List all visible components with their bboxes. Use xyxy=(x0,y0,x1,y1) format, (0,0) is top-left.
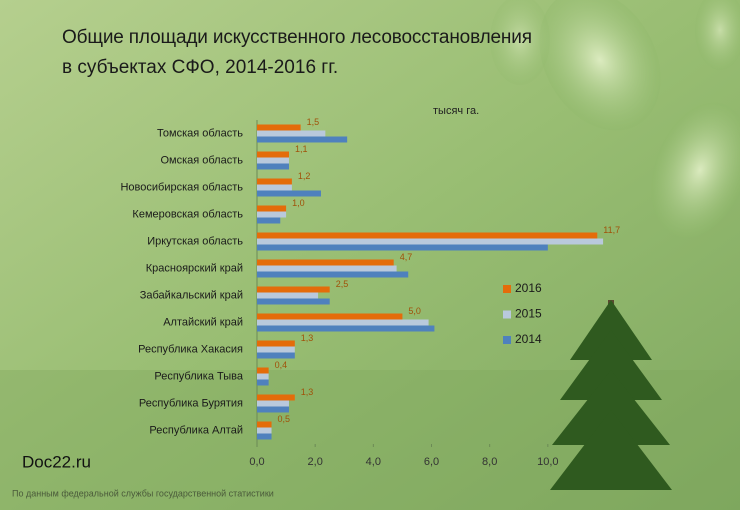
x-tick-label: 2,0 xyxy=(308,456,323,468)
y-tick-label: Новосибирская область xyxy=(120,181,243,193)
bar xyxy=(257,313,403,320)
bar xyxy=(257,232,598,239)
data-label: 11,7 xyxy=(603,225,620,235)
data-label: 1,3 xyxy=(301,333,314,343)
bar xyxy=(257,292,319,299)
bar xyxy=(257,205,287,212)
bar xyxy=(257,190,321,197)
bar xyxy=(257,184,292,191)
y-tick-label: Омская область xyxy=(160,154,243,166)
data-label: 2,5 xyxy=(336,279,349,289)
bar xyxy=(257,367,269,374)
bar xyxy=(257,433,272,440)
y-tick-label: Республика Алтай xyxy=(149,424,243,436)
legend-label: 2015 xyxy=(515,307,542,321)
bar xyxy=(257,157,289,164)
bar xyxy=(257,286,330,293)
bar xyxy=(257,130,326,137)
legend-swatch xyxy=(503,310,511,319)
bar xyxy=(257,340,295,347)
bar xyxy=(257,346,295,353)
x-tick-label: 4,0 xyxy=(366,456,381,468)
bar xyxy=(257,373,269,380)
bar xyxy=(257,271,409,278)
data-label: 1,3 xyxy=(301,387,314,397)
x-tick-label: 6,0 xyxy=(424,456,439,468)
bar xyxy=(257,178,292,185)
y-tick-label: Иркутская область xyxy=(147,235,243,247)
y-tick-label: Алтайский край xyxy=(163,316,243,328)
data-label: 1,1 xyxy=(295,144,308,154)
legend-label: 2016 xyxy=(515,281,542,295)
data-label: 0,5 xyxy=(278,414,291,424)
chart-title: в субъектах СФО, 2014-2016 гг. xyxy=(62,57,338,78)
source-note: По данным федеральной службы государстве… xyxy=(12,488,274,498)
bar xyxy=(257,211,287,218)
x-tick-label: 10,0 xyxy=(537,456,558,468)
bar xyxy=(257,151,289,158)
bar xyxy=(257,394,295,401)
bar xyxy=(257,244,548,251)
bar xyxy=(257,298,330,305)
data-label: 1,2 xyxy=(298,171,311,181)
bar xyxy=(257,217,281,224)
data-label: 1,0 xyxy=(292,198,305,208)
bar xyxy=(257,406,289,413)
data-label: 5,0 xyxy=(408,306,421,316)
y-tick-label: Красноярский край xyxy=(146,262,243,274)
bar xyxy=(257,400,289,407)
y-tick-label: Забайкальский край xyxy=(140,289,243,301)
x-tick-label: 8,0 xyxy=(482,456,497,468)
y-tick-label: Республика Тыва xyxy=(154,370,244,382)
bar xyxy=(257,325,435,332)
bar xyxy=(257,259,394,266)
legend-swatch xyxy=(503,285,511,293)
data-label: 4,7 xyxy=(400,252,413,262)
axis-unit: тысяч га. xyxy=(433,105,479,117)
y-tick-label: Республика Бурятия xyxy=(139,397,243,409)
bar xyxy=(257,124,301,131)
data-label: 1,5 xyxy=(307,117,320,127)
watermark: Doc22.ru xyxy=(22,452,91,471)
bar xyxy=(257,352,295,359)
chart-title: Общие площади искусственного лесовосстан… xyxy=(62,27,532,48)
y-tick-label: Кемеровская область xyxy=(132,208,243,220)
bar xyxy=(257,265,397,272)
legend-label: 2014 xyxy=(515,332,542,346)
bar xyxy=(257,421,272,428)
y-tick-label: Томская область xyxy=(157,127,243,139)
y-tick-label: Республика Хакасия xyxy=(138,343,243,355)
legend-swatch xyxy=(503,336,511,344)
bar xyxy=(257,319,429,326)
data-label: 0,4 xyxy=(275,360,288,370)
bar xyxy=(257,379,269,386)
bar xyxy=(257,163,289,170)
x-tick-label: 0,0 xyxy=(249,456,264,468)
bar xyxy=(257,136,348,143)
bar xyxy=(257,238,604,245)
bar xyxy=(257,427,272,434)
